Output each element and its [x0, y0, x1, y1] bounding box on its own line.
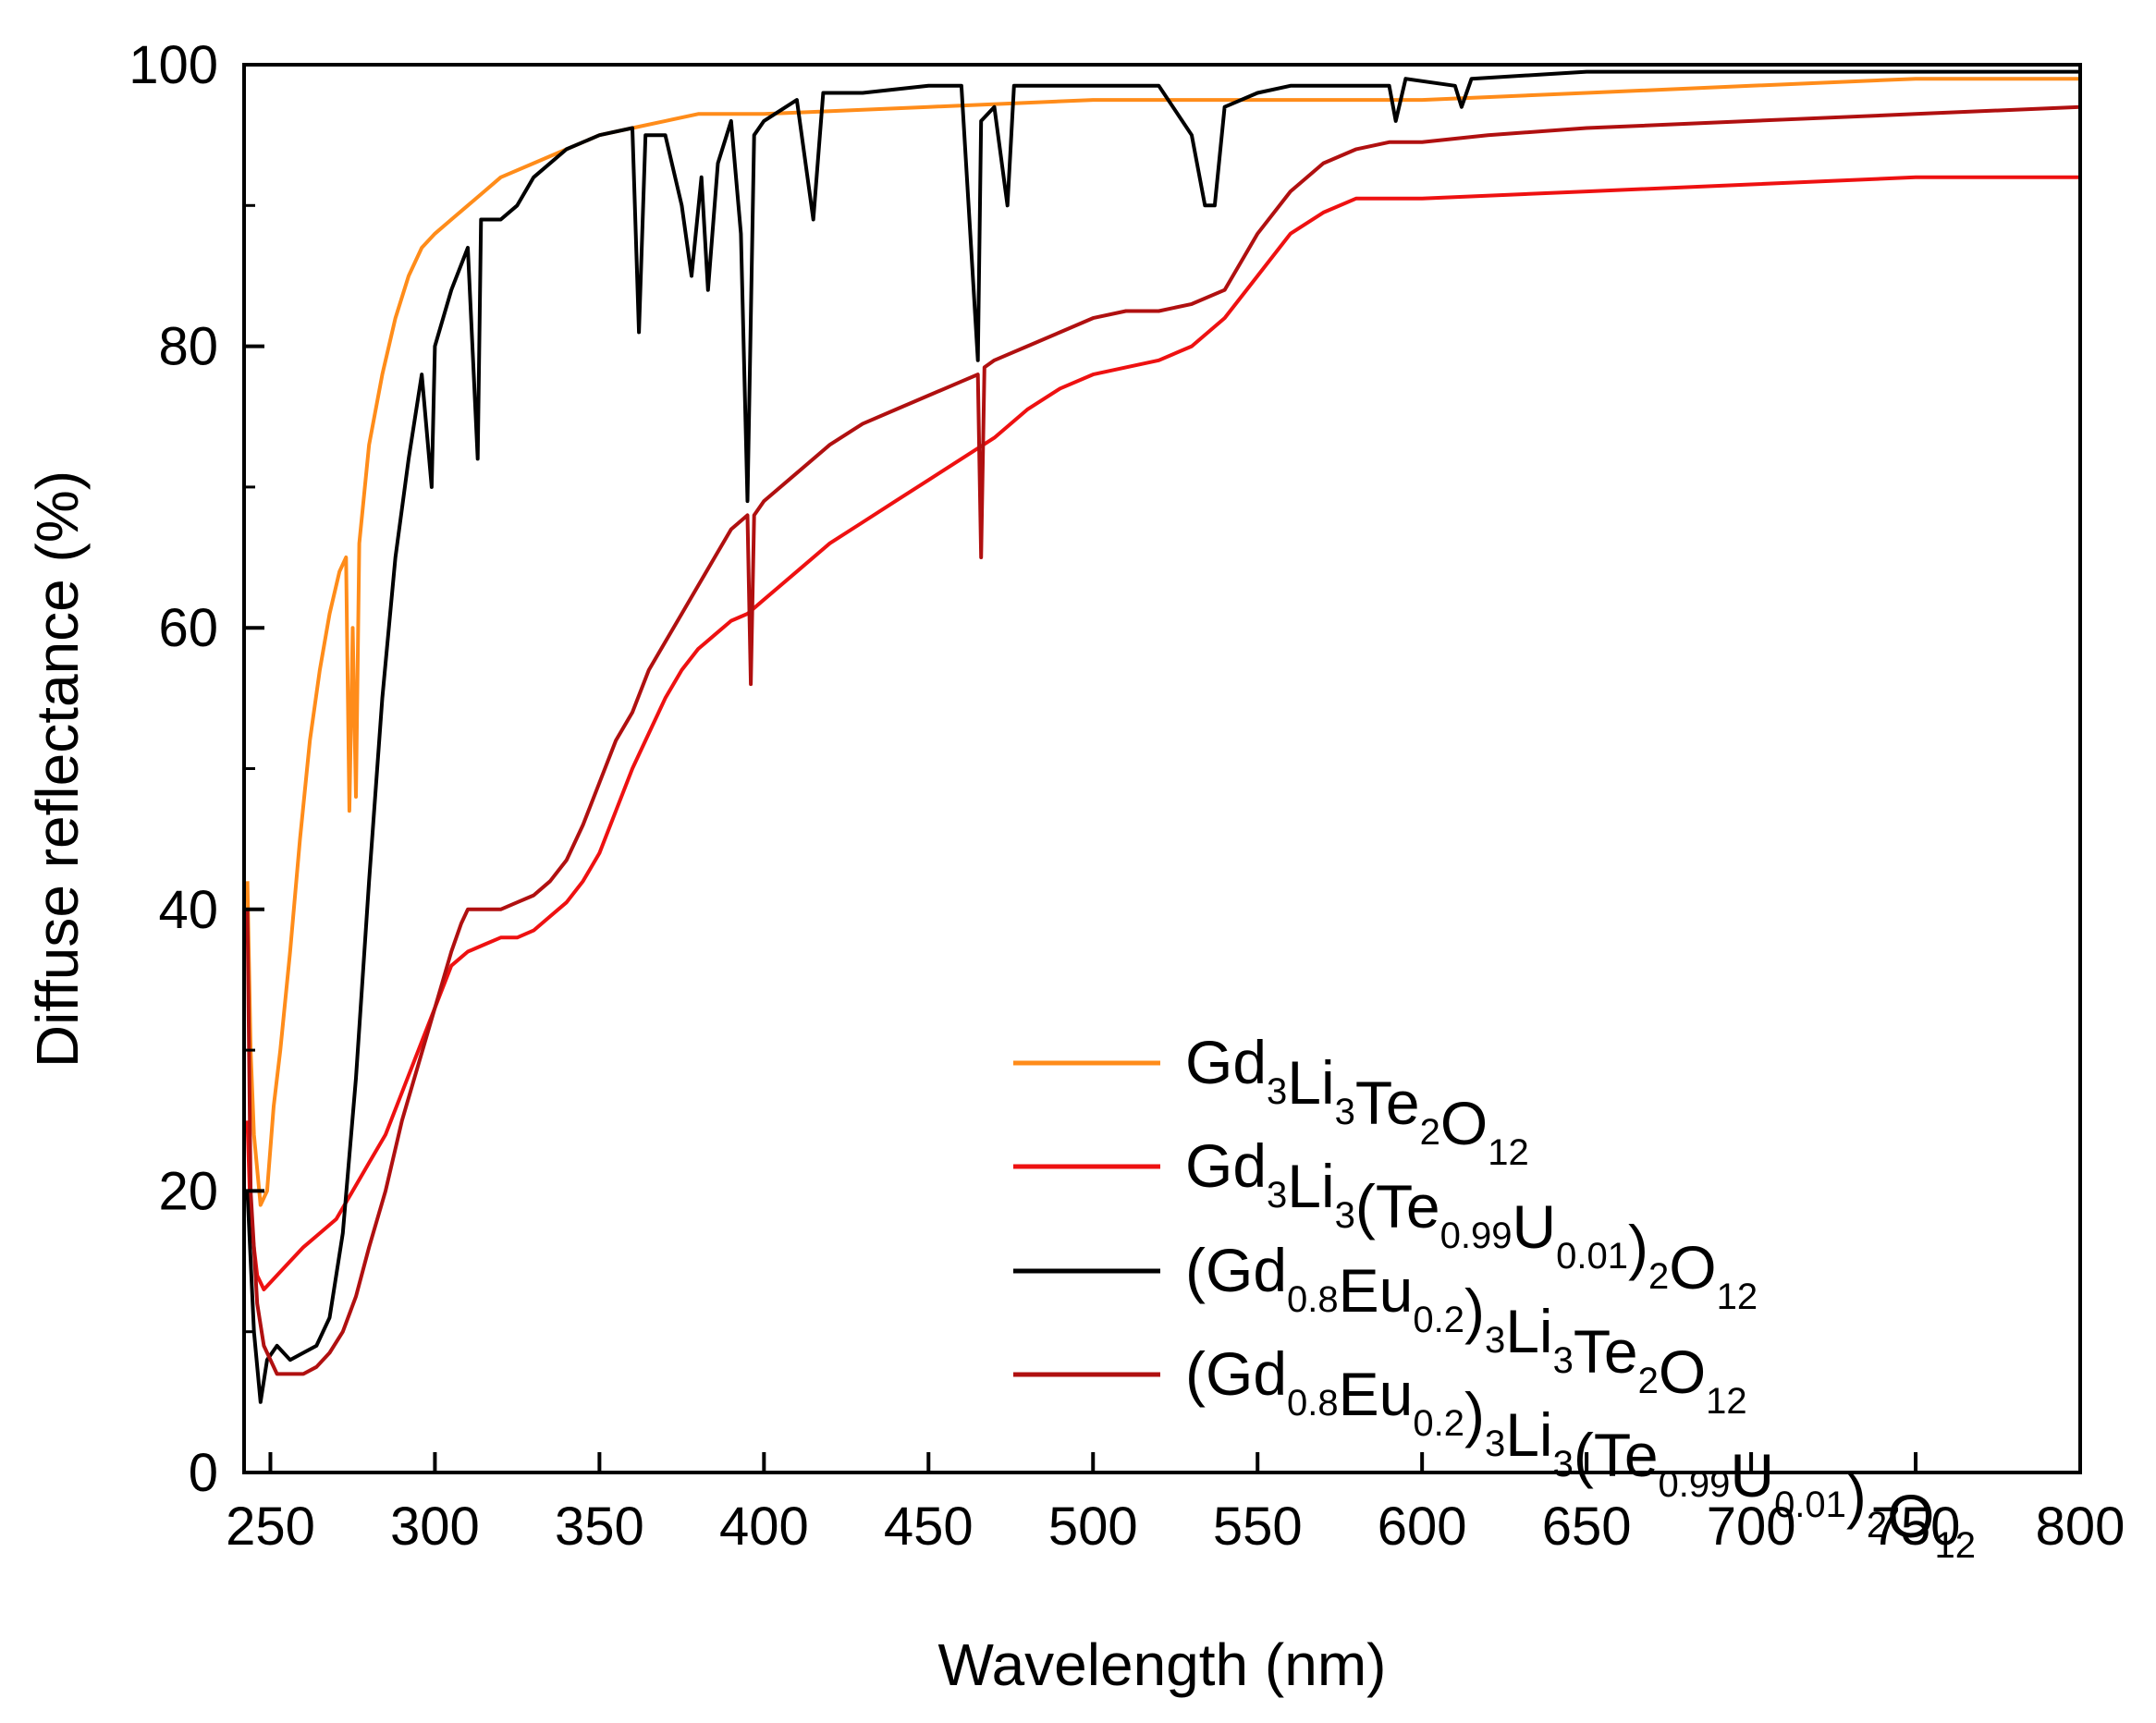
- x-tick-label: 450: [884, 1497, 974, 1557]
- series-layer: [245, 69, 2080, 1404]
- y-tick-label: 100: [129, 35, 218, 95]
- legend-label-1: Gd3Li3Te2O12: [1185, 1028, 1529, 1173]
- x-tick-label: 700: [1707, 1497, 1796, 1557]
- x-tick-label: 650: [1542, 1497, 1632, 1557]
- x-tick-label: 350: [555, 1497, 644, 1557]
- x-tick-label: 400: [719, 1497, 809, 1557]
- x-tick-label: 500: [1048, 1497, 1138, 1557]
- y-tick-label: 40: [158, 880, 218, 940]
- x-tick-label: 750: [1871, 1497, 1961, 1557]
- series-line-3: [245, 69, 2080, 1404]
- series-line-1: [245, 77, 2080, 1207]
- series-line-2: [245, 175, 2080, 1291]
- series-line-4: [245, 104, 2080, 1376]
- y-tick-label: 0: [189, 1443, 218, 1503]
- x-tick-label: 300: [390, 1497, 480, 1557]
- x-tick-label: 550: [1213, 1497, 1303, 1557]
- legend: Gd3Li3Te2O12Gd3Li3(Te0.99U0.01)2O12(Gd0.…: [1013, 1028, 1976, 1566]
- plot-frame: [242, 63, 2082, 1474]
- x-tick-label: 250: [226, 1497, 315, 1557]
- x-axis-title: Wavelength (nm): [938, 1631, 1387, 1698]
- legend-label-3: (Gd0.8Eu0.2)3Li3Te2O12: [1185, 1236, 1747, 1422]
- axes-layer: 250 300 350 400 450 500 550 600 650 700 750 800 0 20 4…: [129, 35, 2125, 1557]
- legend-label-2: Gd3Li3(Te0.99U0.01)2O12: [1185, 1131, 1758, 1317]
- legend-label-4: (Gd0.8Eu0.2)3Li3(Te0.99U0.01)2O12: [1185, 1339, 1976, 1566]
- y-axis-title: Diffuse reflectance (%): [24, 470, 91, 1068]
- y-tick-label: 80: [158, 317, 218, 377]
- x-tick-label: 800: [2036, 1497, 2125, 1557]
- y-tick-label: 60: [158, 598, 218, 658]
- y-tick-label: 20: [158, 1161, 218, 1221]
- x-tick-label: 600: [1378, 1497, 1467, 1557]
